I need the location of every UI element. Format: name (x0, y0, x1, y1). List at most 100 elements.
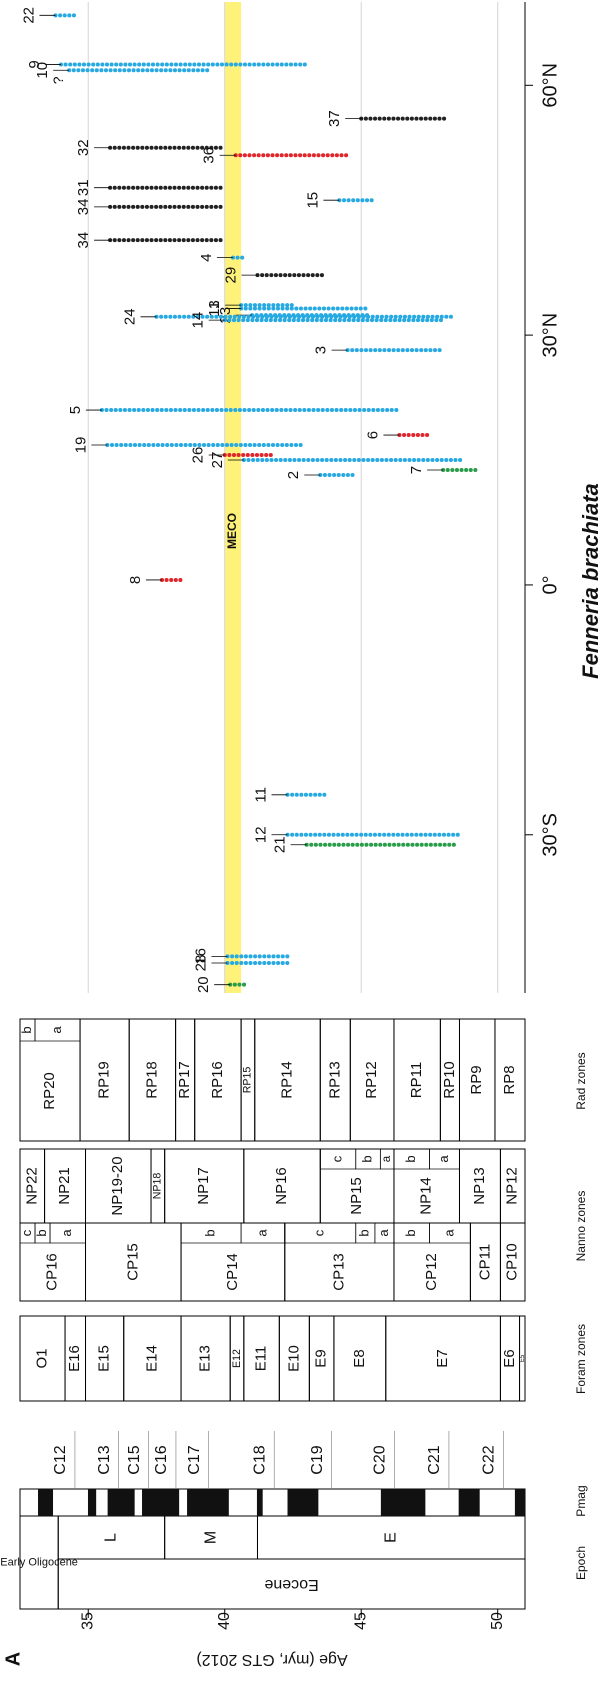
site-label: 10 (34, 62, 51, 79)
zone-label: O1 (33, 1348, 50, 1368)
zone-label: CP13 (330, 1253, 347, 1291)
subzone-label: a (441, 1229, 456, 1237)
subzone-label: a (436, 1155, 451, 1163)
chart-title: Fenneria brachiata (578, 483, 603, 679)
zone-label: RP19 (96, 1061, 113, 1099)
site-label: 32 (75, 139, 92, 156)
subzone-label: a (376, 1229, 391, 1237)
zone-label: NP22 (23, 1167, 40, 1205)
zone-label: E9 (313, 1349, 330, 1367)
zone-label: NP19-20 (109, 1156, 126, 1215)
site-label: 13 (206, 300, 223, 317)
zone-label: CP11 (476, 1244, 493, 1280)
subzone-label: b (203, 1229, 218, 1236)
x-tick-label: 30°S (539, 813, 561, 857)
column-header: Epoch (574, 1546, 588, 1580)
site-label: 6 (364, 431, 381, 439)
subepoch-label: L (103, 1533, 120, 1542)
zone-label: CP14 (224, 1253, 241, 1291)
epoch-label: Early Oligocene (0, 1556, 78, 1568)
site-label: 14 (190, 312, 207, 329)
chron-label: C17 (186, 1445, 203, 1474)
epoch-label: Eocene (264, 1576, 318, 1593)
subepoch-label: E (382, 1532, 399, 1543)
chron-label: C18 (251, 1445, 268, 1474)
site-label: 1 (206, 301, 223, 309)
normal-chron (287, 1489, 319, 1516)
zone-label: CP15 (124, 1243, 141, 1281)
normal-chron (87, 1489, 97, 1516)
y-axis-title: Age (myr, GTS 2012) (196, 1651, 347, 1668)
normal-chron (380, 1489, 426, 1516)
chron-label: C20 (372, 1445, 389, 1474)
normal-chron (38, 1489, 54, 1516)
zone-label: RP12 (363, 1061, 380, 1099)
normal-chron (256, 1489, 263, 1516)
subepoch-label: M (202, 1531, 219, 1544)
site-label: 8 (127, 576, 144, 584)
zone-label: E10 (285, 1345, 302, 1372)
site-label: 7 (408, 466, 425, 474)
subzone-label: a (254, 1229, 269, 1237)
zone-label: RP8 (501, 1065, 518, 1094)
zone-label: RP16 (209, 1061, 226, 1099)
zone-label: E5 (520, 1354, 526, 1362)
subzone-label: a (59, 1229, 74, 1237)
site-label: 21 (272, 836, 289, 853)
column-header: Rad zones (574, 1052, 588, 1109)
chron-label: C21 (426, 1445, 443, 1474)
zone-label: RP10 (441, 1061, 458, 1099)
site-label: 37 (326, 110, 343, 127)
normal-chron (187, 1489, 229, 1516)
panel-label: A (2, 1652, 24, 1666)
site-label: 24 (121, 308, 138, 325)
site-label: 12 (252, 826, 269, 843)
zone-label: CP16 (44, 1253, 61, 1291)
normal-chron (142, 1489, 180, 1516)
site-label: 28 (192, 955, 209, 972)
chron-label: C13 (96, 1445, 113, 1474)
zone-label: NP15 (348, 1177, 365, 1215)
y-tick-label: 45 (352, 1612, 369, 1630)
subzone-label: b (34, 1229, 49, 1236)
zone-box (519, 1315, 526, 1402)
zone-label: E15 (96, 1345, 113, 1372)
zone-label: RP17 (176, 1061, 193, 1099)
y-tick-label: 50 (489, 1612, 506, 1630)
subzone-label: a (49, 1026, 64, 1034)
chron-label: C22 (481, 1445, 498, 1474)
meco-band (224, 2, 242, 993)
zone-label: E6 (501, 1349, 518, 1367)
zone-label: E16 (66, 1345, 83, 1372)
normal-chron (458, 1489, 480, 1516)
column-header: Nanno zones (574, 1191, 588, 1262)
chron-label: C15 (126, 1445, 143, 1474)
site-label: 31 (75, 179, 92, 196)
zone-label: NP13 (471, 1167, 488, 1205)
zone-label: NP17 (195, 1167, 212, 1205)
subzone-label: b (357, 1229, 372, 1236)
subzone-label: b (19, 1026, 34, 1033)
zone-label: CP12 (423, 1253, 440, 1291)
normal-chron (514, 1489, 526, 1516)
site-label: 15 (304, 192, 321, 209)
chron-label: C16 (153, 1445, 170, 1474)
zone-box (499, 1148, 526, 1224)
site-label: 34 (75, 232, 92, 249)
zone-label: E7 (434, 1349, 451, 1367)
band-label: MECO (225, 513, 239, 549)
zone-label: E8 (351, 1349, 368, 1367)
zone-box (494, 1018, 526, 1142)
column-header: Foram zones (574, 1324, 588, 1394)
subzone-label: b (359, 1155, 374, 1162)
zone-label: RP13 (326, 1061, 343, 1099)
site-label: 11 (252, 787, 269, 803)
zone-label: E13 (197, 1345, 214, 1372)
subzone-label: c (312, 1229, 327, 1236)
site-label: 34 (75, 199, 92, 216)
subzone-label: b (403, 1229, 418, 1236)
x-tick-label: 0° (539, 575, 561, 594)
